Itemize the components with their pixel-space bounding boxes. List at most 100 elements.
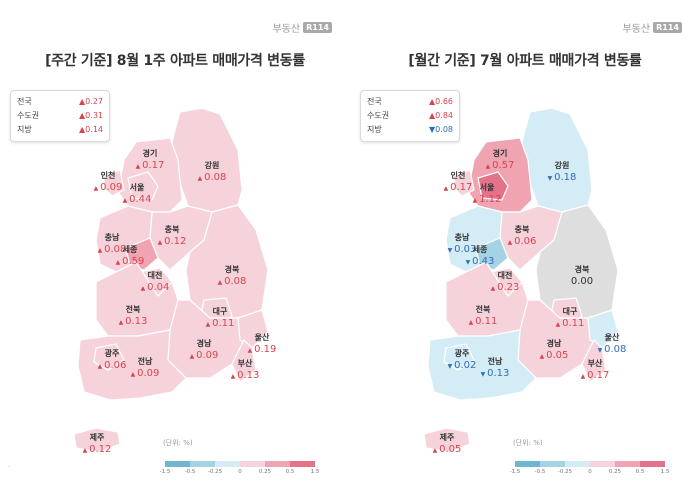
up-arrow-icon: ▲ — [218, 279, 225, 286]
region-value-seoul: ▲ 1.12 — [473, 194, 502, 205]
region-value-text: 0.04 — [147, 282, 169, 293]
region-name-incheon: 인천 — [101, 170, 116, 180]
up-arrow-icon: ▲ — [158, 239, 165, 246]
summary-label: 지방 — [367, 125, 382, 134]
region-name-sejong: 세종 — [473, 244, 488, 254]
legend-colorbar — [515, 461, 665, 467]
color-legend: (단위: %) -1.5 -0.5 -0.25 0 0.25 0.5 1.5 — [160, 438, 320, 477]
region-value-text: 0.13 — [487, 368, 509, 379]
region-sejong — [475, 237, 509, 271]
region-value-text: 0.23 — [497, 282, 519, 293]
up-arrow-icon: ▲ — [98, 247, 105, 254]
region-value-text: 0.19 — [254, 344, 276, 355]
region-value-jeonnam: ▼ 0.13 — [481, 368, 510, 379]
region-incheon — [103, 169, 125, 197]
up-arrow-icon: ▲ — [540, 353, 547, 360]
legend-ticks: -1.5 -0.5 -0.25 0 0.25 0.5 1.5 — [510, 467, 670, 477]
region-value-jeonnam: ▲ 0.09 — [131, 368, 160, 379]
summary-value: ▼0.08 — [429, 125, 453, 134]
region-value-text: 0.12 — [89, 444, 111, 455]
region-name-ulsan: 울산 — [605, 332, 620, 342]
region-value-text: 0.09 — [100, 182, 122, 193]
region-value-text: 0.09 — [137, 368, 159, 379]
up-arrow-icon: ▲ — [83, 447, 90, 454]
region-value-jeonbuk: ▲ 0.11 — [469, 316, 498, 327]
region-name-seoul: 서울 — [480, 182, 495, 192]
up-arrow-icon: ▲ — [119, 319, 126, 326]
legend-ticks: -1.5 -0.5 -0.25 0 0.25 0.5 1.5 — [160, 467, 320, 477]
region-value-text: 0.08 — [204, 172, 226, 183]
summary-row: 지방 ▼0.08 — [367, 123, 453, 137]
region-value-chungbuk: ▲ 0.12 — [158, 236, 187, 247]
region-ulsan — [237, 309, 269, 349]
region-value-text: 0.08 — [604, 344, 626, 355]
legend-tick: 0 — [588, 469, 592, 475]
summary-label: 지방 — [17, 125, 32, 134]
up-arrow-icon: ▲ — [433, 447, 440, 454]
region-jeonnam — [77, 329, 187, 401]
region-gwangju — [93, 343, 125, 371]
down-arrow-icon: ▼ — [481, 371, 488, 378]
summary-label: 수도권 — [17, 111, 40, 120]
region-seoul — [127, 171, 159, 201]
region-gwangju — [443, 343, 475, 371]
up-arrow-icon: ▲ — [556, 321, 563, 328]
legend-tick: -0.25 — [557, 469, 573, 475]
region-value-text: 0.17 — [142, 160, 164, 171]
region-ulsan — [587, 309, 619, 349]
region-jeju — [73, 427, 121, 453]
legend-swatch — [190, 461, 215, 467]
region-incheon — [453, 169, 475, 197]
legend-tick: 0.25 — [258, 469, 272, 475]
region-value-daegu: ▲ 0.11 — [206, 318, 235, 329]
region-name-busan: 부산 — [238, 358, 253, 368]
summary-value: ▲0.31 — [79, 111, 103, 120]
summary-label: 전국 — [17, 97, 32, 106]
down-arrow-icon: ▼ — [448, 363, 455, 370]
region-value-text: 0.09 — [196, 350, 218, 361]
summary-label: 전국 — [367, 97, 382, 106]
region-value-text: 0.13 — [125, 316, 147, 327]
legend-tick: 1.5 — [310, 469, 320, 475]
region-value-incheon: ▲ 0.09 — [94, 182, 123, 193]
footnote-mark: . — [8, 462, 10, 469]
region-value-text: 0.11 — [212, 318, 234, 329]
region-name-seoul: 서울 — [130, 182, 145, 192]
legend-swatch — [565, 461, 590, 467]
region-value-text: 0.57 — [492, 160, 514, 171]
up-arrow-icon: ▲ — [248, 347, 255, 354]
region-value-gyeongbuk: 0.00 — [571, 276, 593, 287]
region-name-gyeongbuk: 경북 — [225, 264, 240, 274]
summary-box: 전국 ▲0.66 수도권 ▲0.84 지방 ▼0.08 — [360, 90, 460, 142]
region-busan — [231, 338, 257, 383]
region-value-chungbuk: ▲ 0.06 — [508, 236, 537, 247]
region-value-text: 1.12 — [479, 194, 501, 205]
legend-swatch — [590, 461, 615, 467]
summary-box: 전국 ▲0.27 수도권 ▲0.31 지방 ▲0.14 — [10, 90, 110, 142]
region-value-gyeonggi: ▲ 0.17 — [136, 160, 165, 171]
region-name-jeonnam: 전남 — [488, 356, 503, 366]
region-value-text: 0.44 — [129, 194, 151, 205]
legend-tick: -1.5 — [159, 469, 171, 475]
region-value-text: 0.08 — [104, 244, 126, 255]
brand-logo: 부동산 R114 — [273, 20, 332, 35]
region-busan — [581, 338, 607, 383]
legend-tick: 1.5 — [660, 469, 670, 475]
up-arrow-icon: ▲ — [198, 175, 205, 182]
up-arrow-icon: ▲ — [508, 239, 515, 246]
panel-title: [주간 기준] 8월 1주 아파트 매매가격 변동률 — [45, 53, 305, 69]
region-name-ulsan: 울산 — [255, 332, 270, 342]
region-value-text: 0.03 — [454, 244, 476, 255]
region-value-text: 0.05 — [546, 350, 568, 361]
region-value-text: 0.05 — [439, 444, 461, 455]
region-name-jeonbuk: 전북 — [476, 304, 491, 314]
summary-row: 전국 ▲0.27 — [17, 95, 103, 109]
region-name-jeonbuk: 전북 — [126, 304, 141, 314]
brand-text: 부동산 — [272, 24, 301, 35]
legend-colorbar — [165, 461, 315, 467]
region-value-gwangju: ▲ 0.06 — [98, 360, 127, 371]
region-value-busan: ▲ 0.17 — [581, 370, 610, 381]
legend-swatch — [540, 461, 565, 467]
region-value-text: 0.06 — [514, 236, 536, 247]
legend-swatch — [215, 461, 240, 467]
